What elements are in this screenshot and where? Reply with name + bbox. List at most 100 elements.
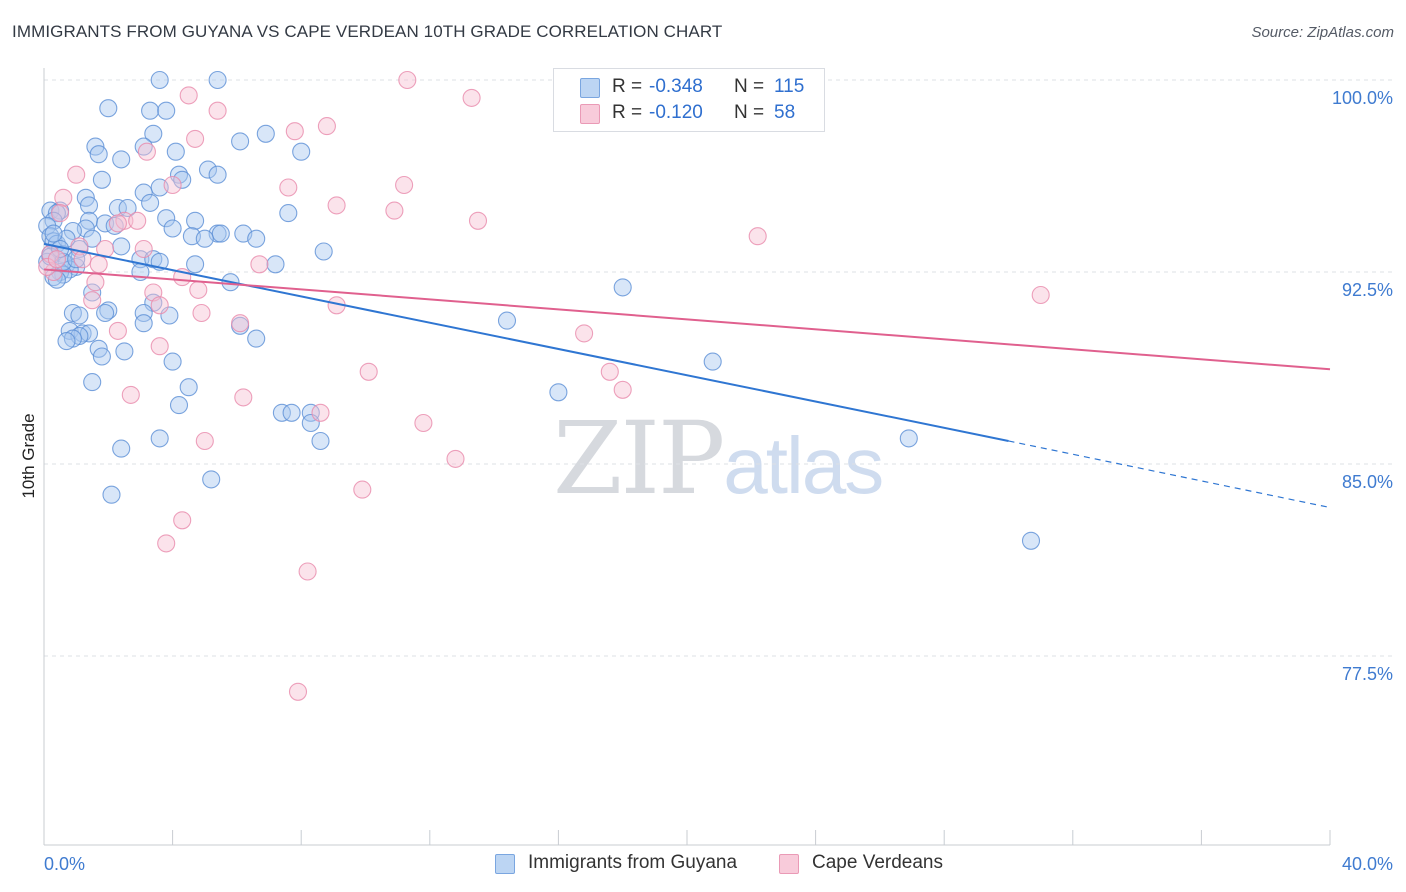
data-point [96,239,115,259]
data-point [311,431,330,451]
data-point [157,534,176,553]
data-point [575,324,594,343]
data-point [134,137,153,156]
data-point [163,352,182,371]
data-point [247,329,266,348]
data-point [195,229,214,248]
series-guyana [38,70,1041,550]
data-point [121,385,140,404]
data-point [144,124,163,143]
data-point [202,470,221,489]
data-point [73,324,92,343]
trendline-guyana [43,242,1009,442]
data-point [92,347,111,366]
data-point [446,449,465,468]
data-point [317,117,336,136]
data-point [186,129,205,148]
data-point [613,278,632,297]
data-point [179,86,198,105]
data-point [1021,531,1041,550]
data-point [169,396,189,415]
data-point [112,439,131,458]
data-point [105,216,124,235]
data-point [279,204,298,223]
data-point [108,321,127,340]
data-point [247,229,266,248]
watermark-atlas: atlas [723,421,884,510]
data-point [198,160,218,179]
legend-n-value: 58 [774,102,796,123]
data-point [311,403,330,422]
data-point [163,175,182,195]
data-point [137,142,156,161]
legend-swatch-capeverde [779,854,799,874]
data-point [266,255,285,274]
data-point [169,165,189,184]
data-point [47,250,66,269]
data-point [96,303,115,323]
data-point [462,88,481,107]
data-point [748,227,767,246]
data-point [73,250,92,269]
data-point [192,303,211,323]
series-capeverde [38,70,1050,701]
data-point [163,219,182,238]
trendline-guyana-extension [1008,440,1331,509]
data-point [141,193,160,212]
data-point [231,314,250,333]
data-point [89,145,108,164]
data-point [102,485,121,504]
data-point [44,224,63,243]
data-point [150,70,169,90]
data-point [173,170,192,189]
data-point [83,373,102,392]
data-point [272,403,291,422]
chart-title: IMMIGRANTS FROM GUYANA VS CAPE VERDEAN 1… [12,22,723,41]
data-point [359,362,378,381]
data-point [92,170,111,189]
legend-n-value: 115 [774,76,805,97]
data-point [134,183,153,202]
trendline-capeverde [43,268,1331,371]
data-point [211,224,230,243]
data-point [99,301,118,320]
data-point [398,70,417,90]
correlation-legend: R = -0.348 N = 115 R = -0.120 N = 58 [553,68,825,132]
data-point [301,403,320,422]
data-point [250,255,269,274]
legend-swatch-capeverde [580,104,600,124]
data-point [89,255,108,274]
legend-n-label: N = [734,76,765,97]
data-point [51,204,70,223]
data-point [83,291,102,310]
x-tick-label: 0.0% [44,854,85,874]
legend-swatch-guyana [495,854,515,874]
legend-label-capeverde: Cape Verdeans [812,852,943,873]
data-point [166,142,185,161]
data-point [600,362,619,381]
data-point [327,196,346,215]
data-point [288,682,308,701]
legend-r-value: -0.120 [649,102,703,123]
data-point [134,303,153,323]
data-point [173,511,192,530]
data-point [141,101,160,120]
data-point [256,124,275,143]
data-point [86,273,105,292]
data-point [179,378,198,397]
data-point [186,255,205,274]
data-point [385,201,404,220]
data-point [112,237,131,256]
data-point [108,214,127,233]
legend-n-label: N = [734,102,765,123]
data-point [285,122,304,141]
data-point [112,150,131,169]
data-point [314,242,333,261]
data-point [279,178,298,197]
data-point [157,101,176,120]
data-point [186,211,205,230]
data-point [115,342,134,361]
data-point [128,211,147,230]
data-point [703,352,722,371]
